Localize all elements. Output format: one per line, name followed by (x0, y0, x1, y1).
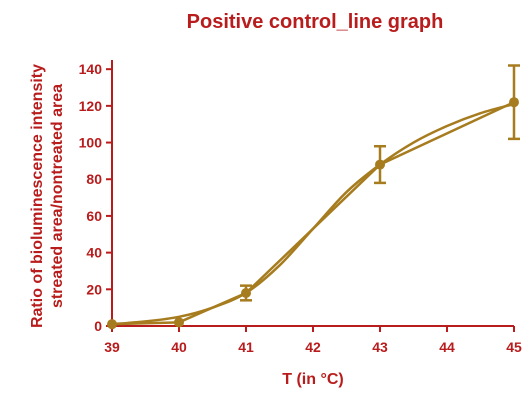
x-axis-title: T (in °C) (282, 371, 344, 388)
x-tick-label: 45 (506, 339, 522, 355)
chart-title: Positive control_line graph (187, 11, 444, 33)
x-tick-label: 42 (305, 339, 321, 355)
axes: 0 20 40 60 80 100 120 140 39 40 41 42 43 44 45 (79, 60, 522, 355)
y-tick-label: 140 (79, 61, 103, 77)
data-point (107, 319, 117, 330)
x-tick-label: 41 (238, 339, 254, 355)
data-point (509, 97, 519, 108)
x-tick-label: 40 (171, 339, 187, 355)
y-tick-label: 40 (86, 245, 102, 261)
y-tick-label: 100 (79, 135, 103, 151)
y-tick-label: 80 (86, 171, 102, 187)
y-tick-label: 0 (94, 318, 102, 334)
y-axis-title: Ratio of bioluminescence intensity strea… (29, 64, 66, 328)
plot-area (107, 64, 520, 330)
data-point (241, 287, 251, 298)
y-tick-label: 20 (86, 281, 102, 297)
data-point (375, 159, 385, 170)
x-tick-label: 39 (104, 339, 120, 355)
y-tick-label: 120 (79, 98, 103, 114)
y-axis-title-line-1: Ratio of bioluminescence intensity (29, 64, 46, 328)
x-tick-label: 44 (439, 339, 455, 355)
fit-curve (111, 102, 515, 326)
y-tick-label: 60 (86, 208, 102, 224)
x-tick-label: 43 (372, 339, 388, 355)
series-line (111, 101, 515, 326)
y-axis-title-line-2: streated area/nontreated area (49, 84, 66, 308)
data-point (174, 317, 184, 328)
